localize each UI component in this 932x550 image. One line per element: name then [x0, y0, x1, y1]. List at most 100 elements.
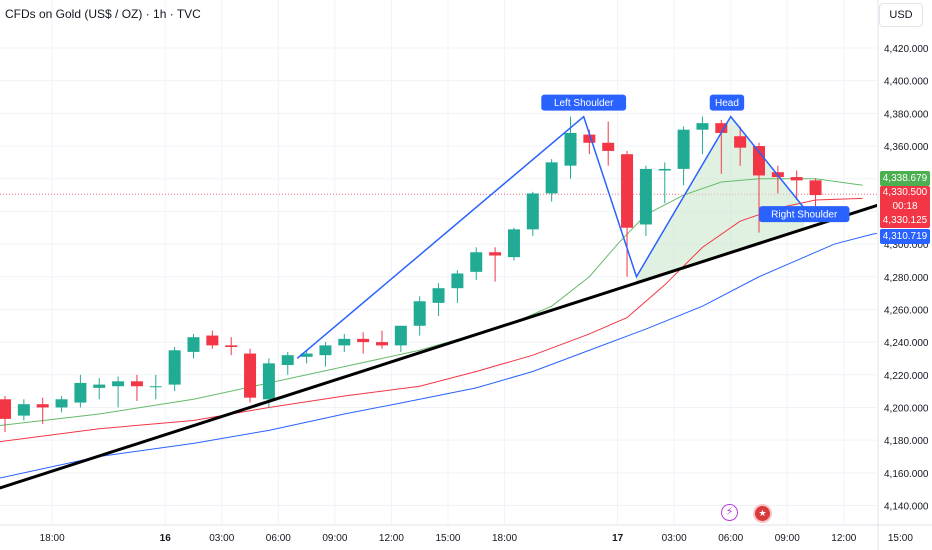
price-tick-label: 4,360.000: [884, 142, 929, 153]
price-tick-label: 4,240.000: [884, 338, 929, 349]
candle-body: [338, 338, 351, 346]
candle: [55, 396, 68, 413]
price-tick-label: 4,180.000: [884, 436, 929, 447]
candle-body: [602, 142, 615, 151]
candle: [809, 178, 822, 210]
candle: [0, 396, 11, 432]
candle: [225, 337, 238, 356]
candle: [262, 358, 275, 408]
candle-body: [206, 335, 219, 346]
chart-title: CFDs on Gold (US$ / OZ) · 1h · TVC: [5, 7, 201, 21]
candle: [36, 397, 49, 424]
candle-body: [507, 229, 520, 258]
time-tick-label: 15:00: [435, 533, 460, 544]
candle-body: [55, 399, 68, 408]
candle-body: [583, 134, 596, 143]
candle: [621, 150, 634, 277]
candle: [790, 170, 803, 200]
candle: [451, 270, 464, 303]
candle: [93, 378, 106, 400]
candle: [413, 296, 426, 336]
time-tick-label: 09:00: [775, 533, 800, 544]
candle: [17, 399, 30, 421]
pattern-label-text: Left Shoulder: [554, 98, 614, 109]
pattern-label: Left Shoulder: [541, 94, 627, 111]
time-tick-label: 06:00: [718, 533, 743, 544]
candle: [149, 374, 162, 400]
candle: [658, 162, 671, 204]
currency-button[interactable]: USD: [879, 3, 923, 27]
candle: [376, 330, 388, 349]
plot-area: [0, 0, 877, 525]
time-tick-label: 09:00: [322, 533, 347, 544]
pattern-label-box: [709, 94, 745, 111]
bar-countdown: 00:18: [892, 201, 918, 212]
last-price-label: 4,330.500 00:18 4,330.125: [880, 186, 930, 228]
candle-body: [715, 123, 728, 133]
candle: [281, 351, 294, 375]
lightning-icon[interactable]: ⚡: [721, 504, 738, 521]
candle-body: [36, 404, 49, 408]
candle: [300, 350, 313, 364]
price-tick-label: 4,380.000: [884, 109, 929, 120]
price-tick-label: 4,140.000: [884, 502, 929, 513]
candle-body: [244, 353, 257, 398]
candle-body: [74, 382, 87, 403]
candle: [168, 347, 181, 392]
candle-body: [734, 136, 747, 148]
ma-slow-price-label: 4,310.719: [880, 229, 930, 244]
candle: [545, 159, 558, 202]
price-tick-label: 4,200.000: [884, 403, 929, 414]
candle-body: [432, 288, 445, 303]
candle-body: [149, 386, 162, 388]
price-tick-label: 4,160.000: [884, 469, 929, 480]
time-tick-label: 03:00: [209, 533, 234, 544]
price-axis: 4,140.000 4,160.000 4,180.000 4,200.000 4,22…: [884, 44, 929, 513]
head-shoulders-pattern: [296, 115, 805, 360]
candle-body: [0, 399, 11, 419]
candle: [432, 283, 445, 316]
time-tick-label: 18:00: [40, 533, 65, 544]
candle-body: [526, 193, 539, 230]
candle-body: [394, 325, 407, 346]
pattern-label-text: Right Shoulder: [771, 210, 838, 221]
pattern-label: Head: [709, 94, 745, 111]
candle: [564, 116, 577, 179]
time-tick-label: 15:00: [888, 533, 913, 544]
candle-body: [93, 384, 106, 388]
candle: [715, 119, 728, 174]
moving-average-3: [0, 232, 877, 479]
candle-body: [300, 353, 313, 357]
last-price-value: 4,330.500: [882, 187, 928, 198]
candle-body: [658, 168, 671, 171]
time-tick-label: 16: [160, 533, 172, 544]
candle: [526, 191, 539, 236]
candle-body: [17, 404, 30, 416]
us-flag-icon[interactable]: ★: [753, 504, 772, 523]
time-tick-label: 03:00: [662, 533, 687, 544]
candle-body: [319, 345, 332, 356]
candles: [0, 116, 822, 432]
candle: [677, 126, 690, 186]
candle: [357, 332, 370, 354]
candle-body: [187, 337, 200, 352]
candle-body: [281, 355, 294, 365]
price-tick-label: 4,400.000: [884, 77, 929, 88]
price-tick-label: 4,260.000: [884, 305, 929, 316]
candle: [338, 333, 351, 352]
time-tick-label: 12:00: [379, 533, 404, 544]
candle: [696, 116, 709, 155]
candle: [244, 348, 257, 403]
candle-body: [545, 162, 558, 194]
candle: [602, 121, 615, 166]
candle: [112, 376, 125, 408]
support-trendline: [0, 203, 877, 490]
candle-body: [262, 363, 275, 400]
price-tick-label: 4,300.000: [884, 240, 929, 251]
ma-price-label: 4,338.679: [880, 171, 930, 186]
candle-body: [470, 252, 483, 272]
candle-body: [639, 168, 652, 225]
price-tick-label: 4,220.000: [884, 371, 929, 382]
candle-body: [564, 132, 577, 166]
